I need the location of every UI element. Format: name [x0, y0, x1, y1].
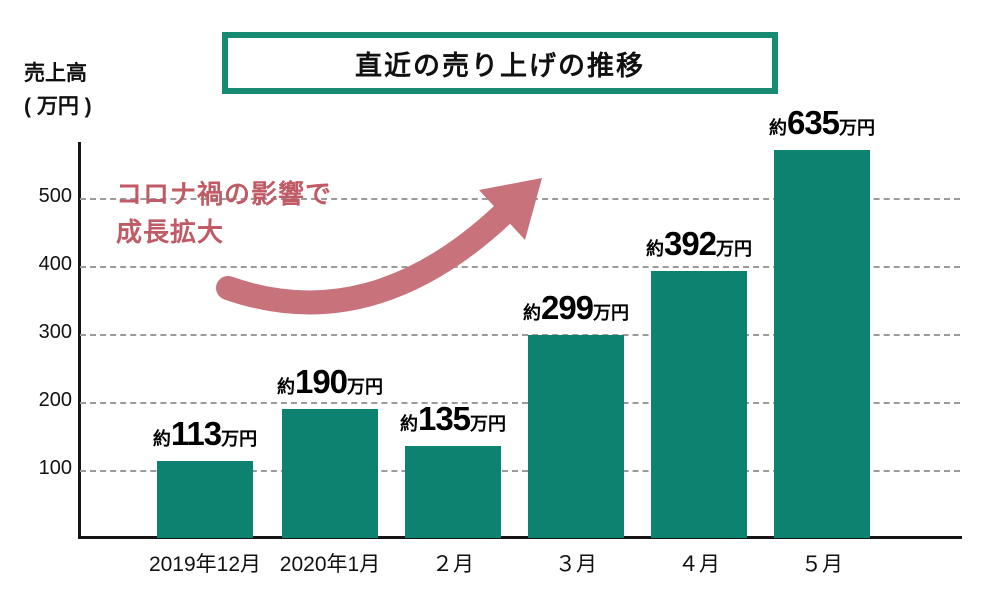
chart-title-box: 直近の売り上げの推移	[222, 32, 778, 94]
gridline	[80, 402, 960, 404]
bar-value-number: 113	[170, 415, 222, 453]
chart-title: 直近の売り上げの推移	[355, 50, 645, 81]
x-axis-line	[78, 536, 962, 539]
annotation-line1: コロナ禍の影響で	[116, 179, 333, 209]
y-tick-label: 100	[38, 457, 72, 479]
x-axis-category-label: ４月	[678, 553, 720, 576]
bar-value-prefix: 約	[276, 376, 295, 397]
bar	[405, 446, 501, 538]
bar	[157, 461, 253, 538]
bar	[528, 334, 624, 538]
bar-value-suffix: 万円	[221, 429, 258, 450]
y-tick-label: 500	[38, 185, 72, 207]
bar-value-number: 635	[786, 104, 840, 142]
y-tick-label: 300	[38, 321, 72, 343]
gridline	[80, 470, 960, 472]
y-tick-label: 400	[38, 253, 72, 275]
bar	[282, 408, 378, 538]
x-axis-category-label: ２月	[432, 553, 474, 576]
bar	[774, 150, 870, 538]
annotation-line2: 成長拡大	[116, 216, 225, 247]
bar-value-suffix: 万円	[470, 414, 507, 435]
bar-value-prefix: 約	[399, 414, 418, 435]
bar-value-number: 299	[540, 288, 594, 326]
y-axis-line	[78, 142, 81, 538]
y-tick-label: 200	[38, 389, 72, 411]
y-axis-title: 売上高 ( 万円 )	[24, 58, 92, 123]
bar-value-number: 135	[417, 400, 471, 438]
bar-value-prefix: 約	[522, 302, 541, 323]
bar-value-label: 約135万円	[358, 400, 548, 438]
bar-value-prefix: 約	[152, 429, 171, 450]
bar-value-prefix: 約	[768, 118, 787, 139]
bar-value-label: 約190万円	[235, 363, 425, 401]
gridline	[80, 334, 960, 336]
y-axis-title-line1: 売上高	[24, 62, 87, 85]
bar-value-label: 約299万円	[481, 289, 671, 327]
bar-value-suffix: 万円	[593, 302, 630, 323]
bar-value-number: 190	[294, 362, 348, 400]
x-axis-category-label: 2020年1月	[279, 553, 381, 576]
bar-value-prefix: 約	[645, 239, 664, 260]
x-axis-category-label: ５月	[801, 553, 843, 576]
bar	[651, 271, 747, 538]
bar-value-suffix: 万円	[839, 118, 876, 139]
gridline	[80, 266, 960, 268]
bar-value-label: 約113万円	[110, 415, 300, 453]
bar-value-suffix: 万円	[347, 376, 384, 397]
bar-value-number: 392	[663, 225, 717, 263]
y-axis-title-line2: ( 万円 )	[24, 94, 92, 118]
annotation-text: コロナ禍の影響で 成長拡大	[116, 176, 332, 251]
x-axis-category-label: 2019年12月	[148, 553, 262, 576]
bar-value-suffix: 万円	[716, 239, 753, 260]
bar-value-label: 約392万円	[604, 225, 794, 263]
x-axis-category-label: ３月	[555, 553, 597, 576]
bar-value-label: 約635万円	[727, 104, 917, 142]
